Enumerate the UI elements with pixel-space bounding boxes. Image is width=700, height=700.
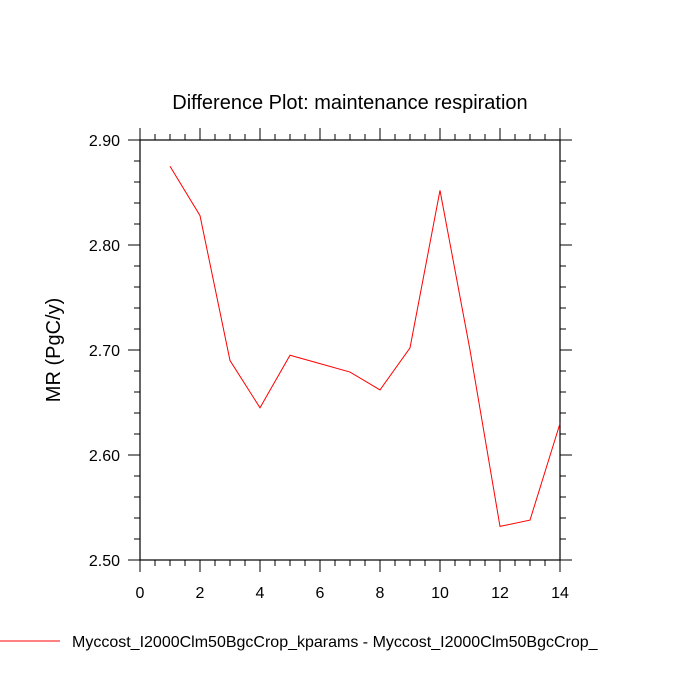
axis-ticks (128, 128, 572, 572)
y-tick-label: 2.60 (89, 448, 120, 465)
y-tick-label: 2.80 (89, 238, 120, 255)
x-tick-label: 6 (316, 585, 325, 602)
series-line-0 (169, 165, 561, 527)
chart-title: Difference Plot: maintenance respiration (172, 92, 527, 114)
x-tick-label: 10 (431, 585, 449, 602)
series-group (169, 165, 561, 527)
legend: Myccost_I2000Clm50BgcCrop_kparams - Mycc… (0, 634, 599, 651)
legend-entry-label: Myccost_I2000Clm50BgcCrop_kparams - Mycc… (72, 634, 599, 651)
x-tick-label: 0 (136, 585, 145, 602)
y-axis-label: MR (PgC/y) (43, 298, 65, 402)
x-tick-label: 2 (196, 585, 205, 602)
y-tick-label: 2.70 (89, 343, 120, 360)
x-tick-label: 12 (491, 585, 509, 602)
y-tick-label: 2.90 (89, 133, 120, 150)
x-tick-label: 14 (551, 585, 569, 602)
x-tick-label: 4 (256, 585, 265, 602)
plot-frame (139, 139, 561, 561)
y-tick-label: 2.50 (89, 553, 120, 570)
x-tick-label: 8 (376, 585, 385, 602)
axis-tick-labels: 0 2 4 6 8 10 12 14 2.50 2.60 2.70 2.80 2.90 (89, 133, 569, 602)
